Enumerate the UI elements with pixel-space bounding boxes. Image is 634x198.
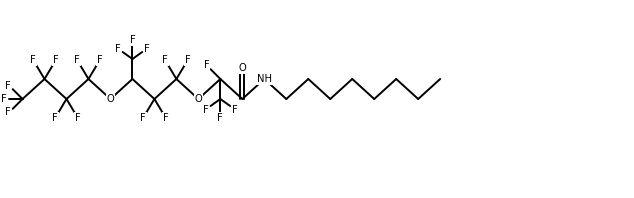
Text: F: F [97, 55, 103, 65]
Text: F: F [115, 44, 120, 54]
Text: O: O [238, 63, 246, 73]
Text: O: O [195, 94, 202, 104]
Text: F: F [232, 105, 238, 115]
Text: O: O [107, 94, 114, 104]
Text: F: F [217, 113, 223, 123]
Text: F: F [74, 55, 80, 65]
Text: F: F [163, 113, 169, 123]
Text: F: F [1, 94, 6, 104]
Text: F: F [162, 55, 168, 65]
Text: F: F [145, 44, 150, 54]
Text: F: F [203, 105, 209, 115]
Text: F: F [204, 60, 209, 70]
Text: F: F [185, 55, 191, 65]
Text: NH: NH [257, 74, 272, 84]
Text: F: F [129, 35, 135, 45]
Text: F: F [5, 81, 11, 91]
Text: F: F [5, 107, 11, 117]
Text: F: F [53, 55, 59, 65]
Text: F: F [52, 113, 58, 123]
Text: F: F [140, 113, 146, 123]
Text: F: F [30, 55, 36, 65]
Text: F: F [75, 113, 81, 123]
